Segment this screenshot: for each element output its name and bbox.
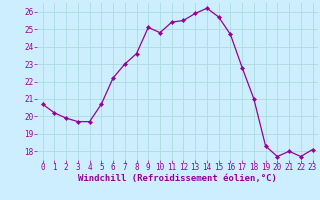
X-axis label: Windchill (Refroidissement éolien,°C): Windchill (Refroidissement éolien,°C) <box>78 174 277 183</box>
